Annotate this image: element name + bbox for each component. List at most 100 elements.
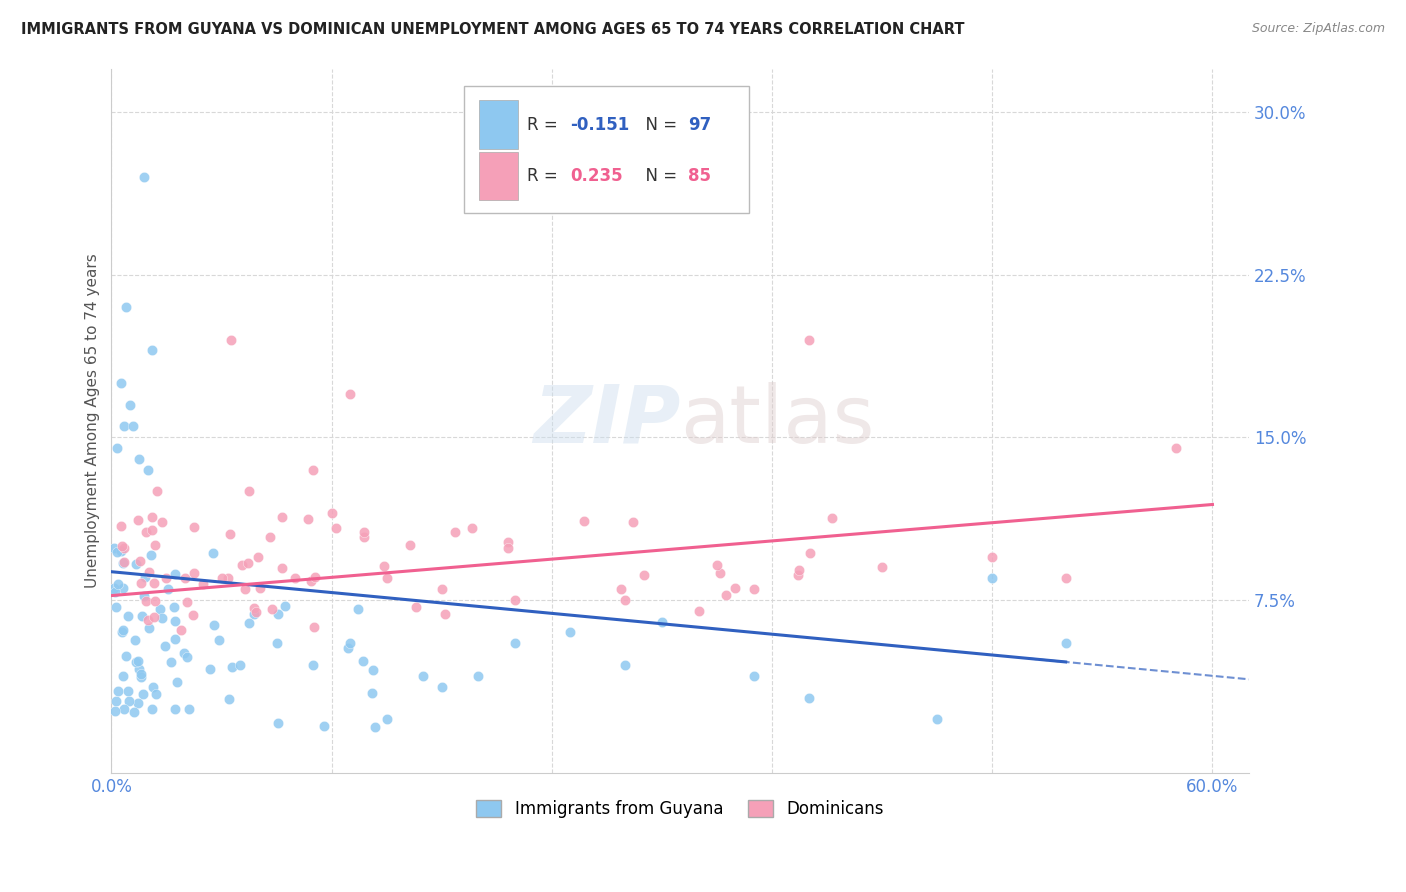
Point — [134, 169, 156, 184]
Point — [208, 632, 231, 647]
Point — [364, 720, 387, 734]
Point — [141, 510, 163, 524]
Point — [353, 524, 375, 539]
Point — [405, 600, 427, 615]
Point — [299, 574, 322, 588]
Point — [117, 684, 139, 698]
Point — [1054, 636, 1077, 650]
Point — [399, 538, 422, 552]
Point — [163, 600, 186, 615]
Point — [560, 625, 582, 640]
Point — [361, 686, 384, 700]
Point — [927, 712, 949, 726]
Point — [149, 601, 172, 615]
Point — [314, 719, 336, 733]
Point — [198, 661, 221, 675]
Point — [131, 687, 153, 701]
Point — [361, 663, 384, 677]
Point — [131, 608, 153, 623]
Point — [127, 696, 149, 710]
Point — [143, 609, 166, 624]
Point — [870, 560, 893, 574]
Text: atlas: atlas — [681, 382, 875, 460]
Point — [179, 702, 201, 716]
Point — [271, 510, 294, 524]
Point — [145, 687, 167, 701]
Point — [110, 376, 132, 390]
Point — [104, 585, 127, 599]
Text: Source: ZipAtlas.com: Source: ZipAtlas.com — [1251, 22, 1385, 36]
Point — [297, 512, 319, 526]
Point — [274, 599, 297, 613]
Point — [125, 557, 148, 571]
Point — [352, 654, 374, 668]
Point — [259, 530, 281, 544]
Point — [706, 558, 728, 573]
Point — [321, 506, 343, 520]
Point — [143, 575, 166, 590]
Y-axis label: Unemployment Among Ages 65 to 74 years: Unemployment Among Ages 65 to 74 years — [86, 253, 100, 589]
Point — [153, 639, 176, 653]
Point — [107, 684, 129, 698]
Point — [128, 451, 150, 466]
Point — [103, 582, 125, 596]
Point — [138, 621, 160, 635]
Point — [166, 674, 188, 689]
Point — [266, 607, 288, 622]
Point — [709, 566, 731, 580]
Point — [609, 582, 631, 596]
Point — [304, 570, 326, 584]
Point — [115, 300, 138, 314]
Point — [221, 660, 243, 674]
Point — [112, 555, 135, 569]
Point — [202, 618, 225, 632]
Point — [375, 712, 398, 726]
Point — [110, 544, 132, 558]
Point — [219, 333, 242, 347]
Point — [412, 669, 434, 683]
Point — [245, 605, 267, 619]
Point — [211, 571, 233, 585]
Text: 0.235: 0.235 — [569, 168, 623, 186]
Point — [163, 567, 186, 582]
Point — [124, 655, 146, 669]
Point — [262, 601, 284, 615]
Point — [150, 611, 173, 625]
Point — [112, 582, 135, 596]
Point — [183, 566, 205, 581]
Text: N =: N = — [634, 168, 682, 186]
Point — [143, 594, 166, 608]
Point — [633, 567, 655, 582]
Point — [173, 571, 195, 585]
Point — [138, 565, 160, 579]
Point — [129, 667, 152, 681]
Point — [217, 571, 239, 585]
Point — [503, 593, 526, 607]
Point — [797, 333, 820, 347]
Point — [156, 582, 179, 597]
Point — [165, 614, 187, 628]
Point — [614, 593, 637, 607]
Point — [139, 548, 162, 562]
Point — [461, 521, 484, 535]
Point — [135, 594, 157, 608]
Point — [238, 484, 260, 499]
Point — [430, 582, 453, 596]
Point — [129, 576, 152, 591]
Point — [981, 571, 1004, 585]
Point — [159, 656, 181, 670]
Point — [302, 657, 325, 672]
Point — [284, 571, 307, 585]
FancyBboxPatch shape — [464, 87, 748, 213]
Point — [981, 549, 1004, 564]
Point — [169, 623, 191, 637]
Point — [789, 563, 811, 577]
Point — [105, 441, 128, 455]
Point — [143, 538, 166, 552]
Point — [176, 650, 198, 665]
Point — [243, 607, 266, 622]
Point — [339, 636, 361, 650]
Point — [688, 604, 710, 618]
Point — [122, 705, 145, 719]
Point — [105, 600, 128, 615]
